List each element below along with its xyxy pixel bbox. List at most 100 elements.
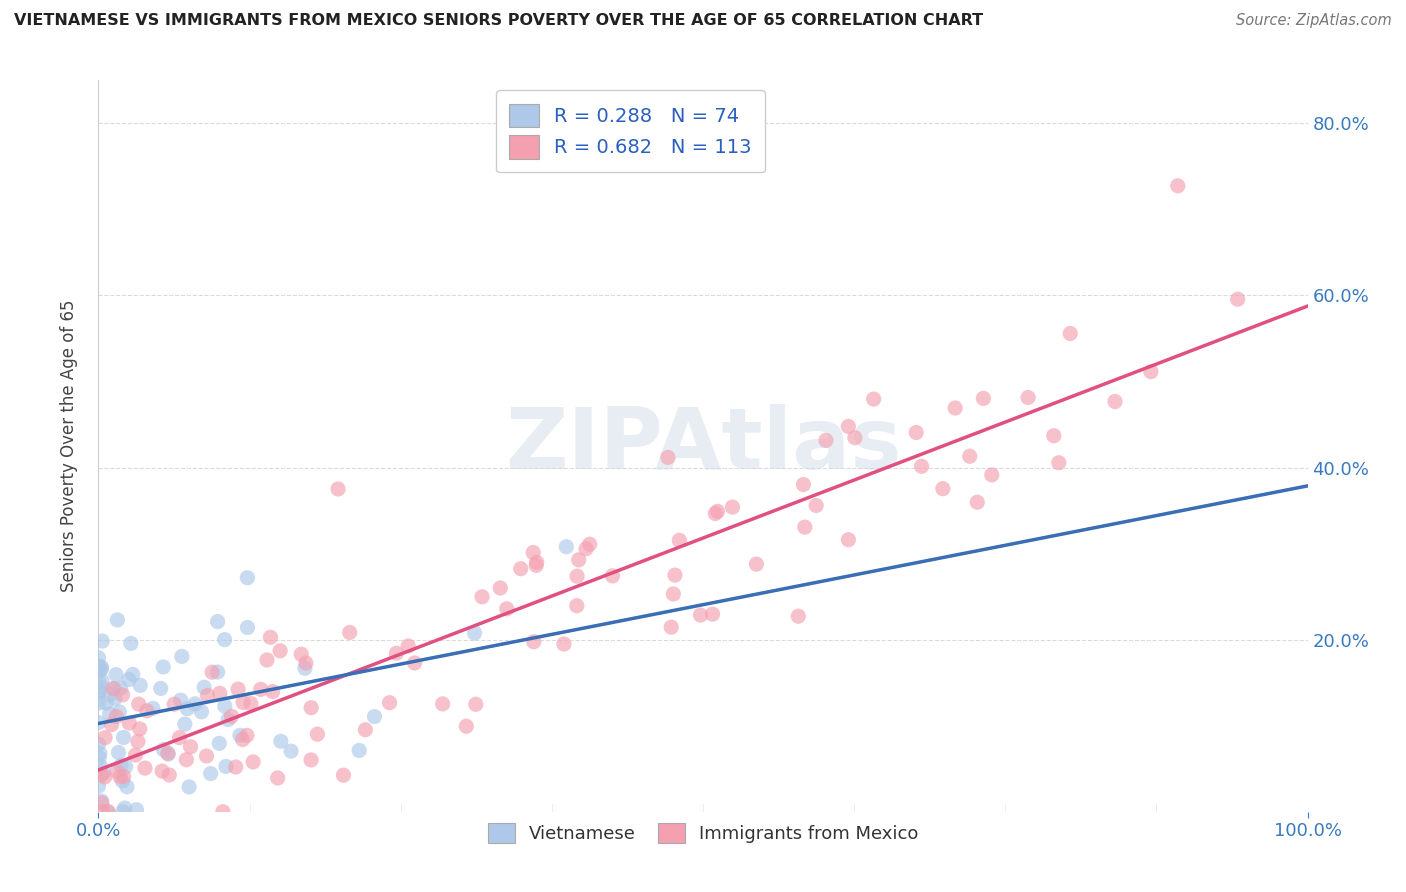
Point — [97, 805, 120, 819]
Point — [910, 459, 932, 474]
Point — [664, 568, 686, 582]
Point — [568, 553, 591, 567]
Point — [526, 555, 548, 569]
Point — [943, 401, 966, 415]
Point — [207, 615, 229, 629]
Point — [232, 695, 254, 709]
Point — [404, 656, 426, 670]
Point — [184, 697, 207, 711]
Point — [201, 665, 224, 680]
Point — [190, 705, 212, 719]
Point — [87, 684, 110, 698]
Point — [932, 482, 955, 496]
Point — [225, 760, 247, 774]
Point — [156, 747, 179, 761]
Point — [150, 764, 173, 778]
Point — [103, 681, 125, 696]
Point — [214, 632, 236, 647]
Y-axis label: Seniors Poverty Over the Age of 65: Seniors Poverty Over the Age of 65 — [59, 300, 77, 592]
Point — [105, 709, 128, 723]
Point — [98, 706, 121, 721]
Point — [91, 673, 114, 688]
Point — [195, 749, 218, 764]
Point — [212, 805, 235, 819]
Point — [180, 739, 202, 754]
Point — [966, 495, 988, 509]
Point — [793, 520, 815, 534]
Point — [555, 540, 578, 554]
Point — [578, 537, 600, 551]
Point — [657, 450, 679, 465]
Point — [87, 779, 110, 793]
Point — [94, 731, 117, 745]
Point — [471, 590, 494, 604]
Point — [239, 697, 262, 711]
Point — [163, 697, 186, 711]
Point — [214, 699, 236, 714]
Point — [170, 693, 193, 707]
Point — [114, 801, 136, 815]
Point — [118, 716, 141, 731]
Point — [602, 569, 624, 583]
Point — [844, 431, 866, 445]
Point — [662, 587, 685, 601]
Point — [208, 686, 231, 700]
Point — [339, 625, 361, 640]
Point — [396, 639, 419, 653]
Point — [792, 477, 814, 491]
Point — [1104, 394, 1126, 409]
Point — [862, 392, 884, 406]
Point — [837, 533, 859, 547]
Point — [89, 684, 111, 698]
Point — [524, 558, 547, 573]
Point — [107, 746, 129, 760]
Point — [87, 715, 110, 730]
Point — [326, 482, 349, 496]
Point — [215, 759, 238, 773]
Point — [236, 620, 259, 634]
Point — [157, 768, 180, 782]
Point — [91, 634, 114, 648]
Point — [565, 599, 588, 613]
Legend: Vietnamese, Immigrants from Mexico: Vietnamese, Immigrants from Mexico — [481, 816, 925, 850]
Point — [489, 581, 512, 595]
Point — [980, 467, 1002, 482]
Point — [294, 661, 316, 675]
Point — [101, 681, 124, 696]
Point — [152, 660, 174, 674]
Point — [179, 780, 201, 794]
Point — [89, 746, 111, 760]
Point — [87, 737, 110, 751]
Point — [256, 653, 278, 667]
Point — [226, 681, 249, 696]
Point — [553, 637, 575, 651]
Point — [262, 684, 284, 698]
Point — [290, 647, 312, 661]
Point — [94, 770, 117, 784]
Point — [959, 449, 981, 463]
Point — [176, 753, 198, 767]
Point — [837, 419, 859, 434]
Point — [105, 667, 128, 681]
Point — [804, 499, 827, 513]
Point — [208, 736, 231, 750]
Point — [659, 620, 682, 634]
Point — [464, 626, 486, 640]
Point — [299, 700, 322, 714]
Point — [111, 774, 134, 789]
Point — [90, 660, 112, 674]
Point — [94, 696, 117, 710]
Point — [110, 681, 132, 695]
Point — [111, 805, 134, 819]
Point — [89, 663, 111, 677]
Point — [704, 507, 727, 521]
Point — [347, 743, 370, 757]
Point — [1167, 178, 1189, 193]
Point — [299, 753, 322, 767]
Point — [668, 533, 690, 548]
Point — [236, 728, 259, 742]
Point — [173, 717, 195, 731]
Point — [149, 681, 172, 696]
Point — [108, 705, 131, 719]
Point — [157, 747, 180, 761]
